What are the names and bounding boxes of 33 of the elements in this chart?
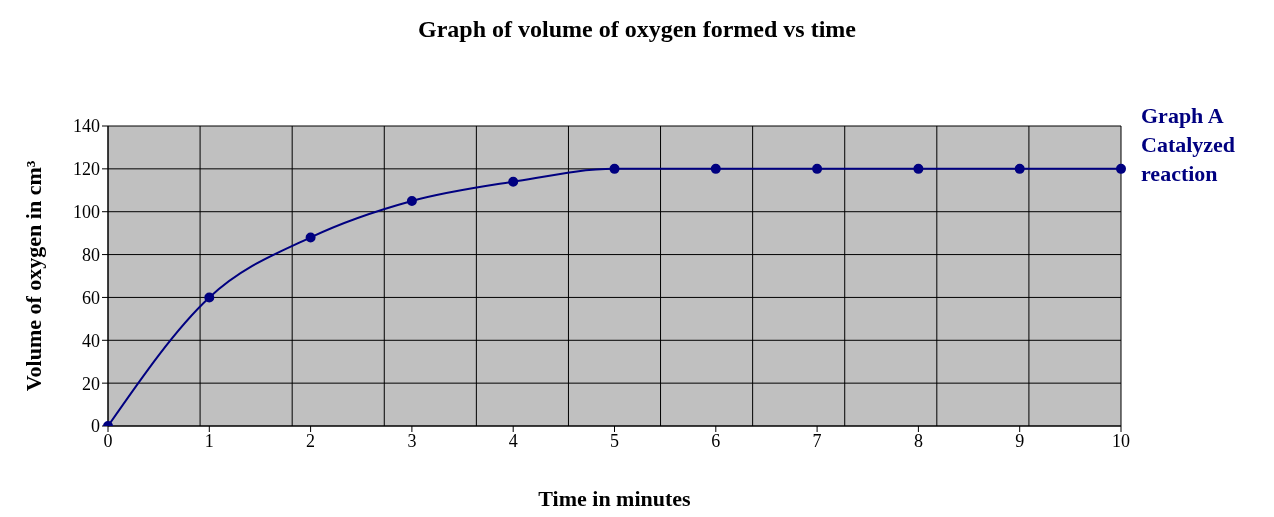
x-tick-label: 9	[1015, 430, 1025, 451]
x-tick-label: 8	[913, 430, 923, 451]
point	[609, 163, 620, 174]
point	[812, 163, 823, 174]
y-tick-label: 20	[82, 373, 100, 394]
x-tick-label: 6	[711, 430, 721, 451]
x-tick-label: 5	[610, 430, 619, 451]
x-axis-title: Time in minutes	[538, 486, 692, 511]
x-tick-label: 4	[508, 430, 518, 451]
y-tick-label: 100	[73, 202, 100, 223]
x-tick-label: 1	[204, 430, 214, 451]
point	[913, 163, 924, 174]
y-tick-label: 40	[82, 330, 100, 351]
point	[710, 163, 721, 174]
y-tick-label: 0	[91, 416, 100, 437]
y-tick-label: 80	[82, 244, 100, 265]
y-tick-label: 140	[73, 116, 100, 137]
x-tick-label: 7	[812, 430, 822, 451]
chart-title: Graph of volume of oxygen formed vs time	[417, 15, 857, 44]
x-tick-label: 0	[103, 430, 113, 451]
point	[406, 196, 417, 206]
y-tick-label: 60	[82, 287, 100, 308]
point	[305, 232, 316, 243]
series-label: Graph A Catalyzed reaction	[1141, 102, 1237, 188]
x-tick-label: 2	[306, 430, 316, 451]
y-tick-label: 120	[73, 159, 100, 180]
y-axis-title: Volume of oxygen in cm³	[20, 160, 46, 392]
point	[508, 176, 519, 187]
point	[1014, 163, 1025, 174]
point	[204, 292, 215, 303]
x-tick-label: 10	[1112, 430, 1130, 451]
x-tick-label: 3	[407, 430, 417, 451]
point	[1116, 163, 1126, 174]
